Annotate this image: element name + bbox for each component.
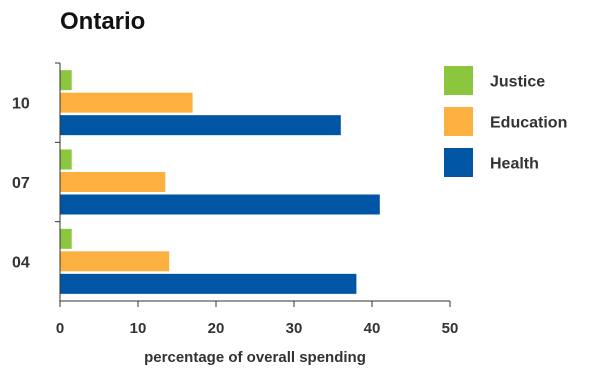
bar-justice-07 xyxy=(60,149,72,170)
bar-health-10 xyxy=(60,115,341,136)
x-tick-label: 0 xyxy=(56,320,64,337)
x-tick-label: 10 xyxy=(130,320,147,337)
category-label-04: 04 xyxy=(12,254,30,271)
axes-group: 10 07 04 0 10 20 30 40 50 xyxy=(12,62,459,337)
bar-justice-10 xyxy=(60,70,72,91)
legend-label-education: Education xyxy=(490,115,567,132)
category-label-07: 07 xyxy=(12,175,30,192)
chart-title: Ontario xyxy=(60,8,145,35)
x-tick-label: 40 xyxy=(364,320,381,337)
bar-education-10 xyxy=(60,92,193,113)
bar-justice-04 xyxy=(60,228,72,249)
x-tick-label: 20 xyxy=(208,320,225,337)
legend-swatch-health xyxy=(444,148,473,177)
bar-education-04 xyxy=(60,251,170,272)
bar-health-07 xyxy=(60,194,380,215)
x-tick-label: 50 xyxy=(442,320,459,337)
x-tick-label: 30 xyxy=(286,320,303,337)
bars-group xyxy=(60,70,380,294)
category-label-10: 10 xyxy=(12,96,30,113)
legend-swatch-justice xyxy=(444,66,473,95)
legend: Justice Education Health xyxy=(444,66,567,177)
legend-label-justice: Justice xyxy=(490,74,545,91)
bar-education-07 xyxy=(60,172,166,192)
x-axis-label: percentage of overall spending xyxy=(144,349,366,366)
legend-label-health: Health xyxy=(490,156,539,173)
legend-swatch-education xyxy=(444,107,473,136)
bar-health-04 xyxy=(60,273,357,294)
